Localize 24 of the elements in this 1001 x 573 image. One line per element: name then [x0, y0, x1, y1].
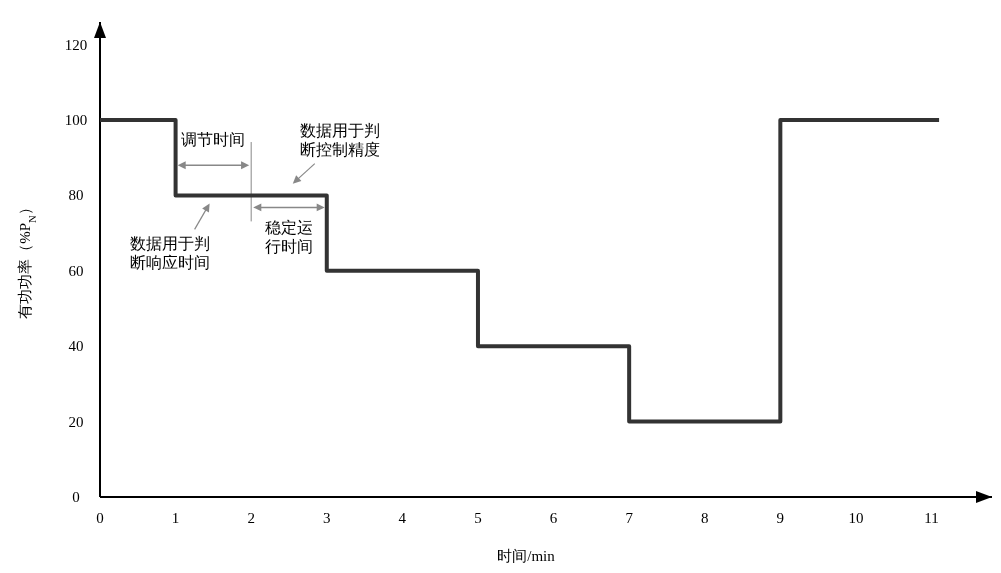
- y-tick-label: 20: [68, 413, 84, 430]
- x-tick-label: 5: [474, 510, 482, 526]
- x-tick-label: 11: [924, 510, 939, 526]
- y-tick-label: 40: [68, 338, 84, 355]
- x-tick-label: 6: [549, 510, 558, 526]
- annotation: 数据用于判断响应时间: [129, 235, 210, 272]
- annotation: 稳定运行时间: [264, 219, 313, 256]
- annotation: 数据用于判断控制精度: [299, 121, 380, 158]
- y-tick-label: 0: [72, 489, 80, 505]
- x-tick-label: 2: [247, 510, 255, 526]
- x-tick-label: 3: [323, 510, 331, 526]
- y-tick-label: 80: [68, 187, 84, 204]
- y-tick-label: 100: [64, 112, 88, 129]
- x-tick-label: 10: [848, 510, 864, 526]
- x-tick-label: 0: [96, 510, 104, 526]
- annotation: 调节时间: [181, 131, 246, 149]
- x-tick-label: 9: [776, 510, 785, 526]
- x-tick-label: 7: [625, 510, 634, 526]
- y-tick-label: 120: [64, 36, 88, 53]
- y-tick-label: 60: [68, 262, 84, 279]
- x-axis-title: 时间/min: [497, 548, 556, 564]
- x-tick-label: 8: [701, 510, 709, 526]
- x-tick-label: 1: [171, 510, 180, 526]
- x-tick-label: 4: [398, 510, 407, 526]
